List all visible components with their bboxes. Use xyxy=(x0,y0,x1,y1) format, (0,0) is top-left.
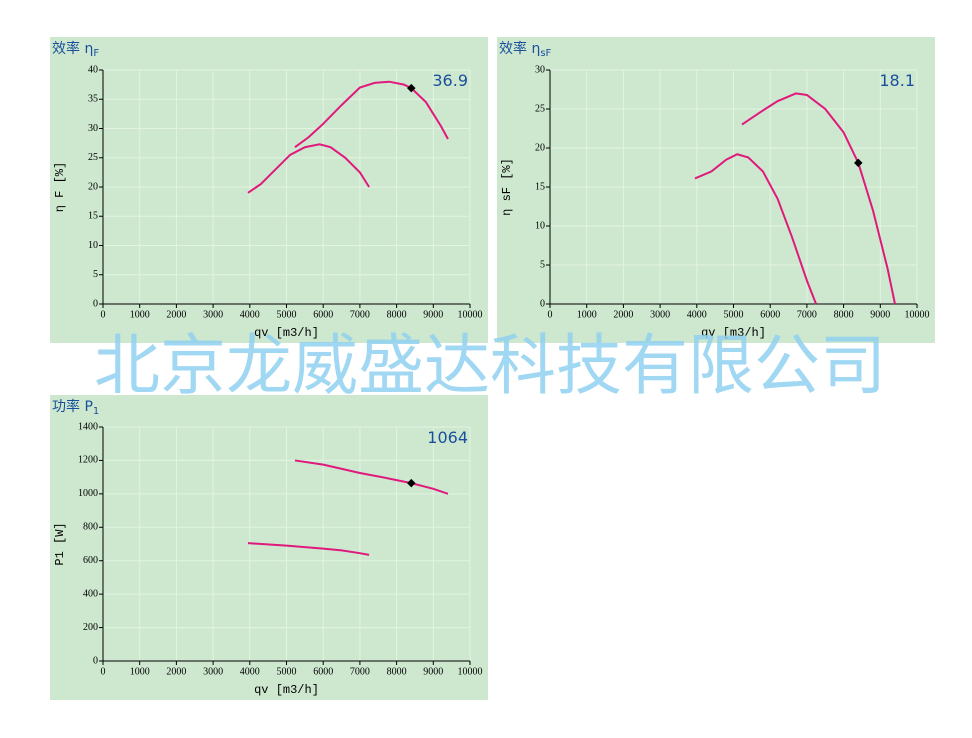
operating-point xyxy=(407,83,416,93)
y-tick-label: 15 xyxy=(88,211,98,222)
y-axis-label: P1 [W] xyxy=(53,522,67,565)
operating-value: 1064 xyxy=(427,428,468,447)
x-tick-label: 0 xyxy=(548,309,553,320)
y-tick-label: 600 xyxy=(83,555,98,566)
operating-point xyxy=(407,478,416,488)
y-tick-label: 25 xyxy=(535,103,545,114)
x-tick-label: 5000 xyxy=(277,309,297,320)
y-tick-label: 20 xyxy=(535,142,545,153)
title-subscript: sF xyxy=(540,48,551,59)
x-tick-label: 9000 xyxy=(870,309,890,320)
x-tick-label: 7000 xyxy=(350,309,370,320)
x-tick-label: 3000 xyxy=(650,309,670,320)
x-tick-label: 1000 xyxy=(130,666,150,677)
x-tick-label: 5000 xyxy=(277,666,297,677)
y-axis-label: η F [%] xyxy=(53,162,67,212)
y-tick-label: 5 xyxy=(93,269,98,280)
line-series xyxy=(294,80,449,149)
y-tick-label: 0 xyxy=(93,655,98,666)
title-subscript: 1 xyxy=(93,406,99,417)
y-tick-label: 30 xyxy=(88,123,98,134)
y-tick-label: 1200 xyxy=(78,455,98,466)
x-tick-label: 4000 xyxy=(687,309,707,320)
x-tick-label: 2000 xyxy=(166,309,186,320)
panel xyxy=(50,37,488,343)
x-tick-label: 8000 xyxy=(387,309,407,320)
line-series xyxy=(247,542,370,556)
x-tick-label: 3000 xyxy=(203,309,223,320)
x-tick-label: 0 xyxy=(101,666,106,677)
y-tick-label: 40 xyxy=(88,64,98,75)
x-tick-label: 6000 xyxy=(760,309,780,320)
y-tick-label: 15 xyxy=(535,181,545,192)
y-tick-label: 10 xyxy=(535,220,545,231)
y-tick-label: 800 xyxy=(83,522,98,533)
x-axis-label: qv [m3/h] xyxy=(701,326,766,340)
x-tick-label: 8000 xyxy=(387,666,407,677)
x-tick-label: 9000 xyxy=(423,666,443,677)
x-axis-label: qv [m3/h] xyxy=(254,326,319,340)
y-tick-label: 200 xyxy=(83,622,98,633)
x-tick-label: 9000 xyxy=(423,309,443,320)
x-tick-label: 2000 xyxy=(613,309,633,320)
y-tick-label: 0 xyxy=(93,298,98,309)
y-axis-label: η sF [%] xyxy=(500,158,514,216)
x-tick-label: 4000 xyxy=(240,309,260,320)
x-tick-label: 10000 xyxy=(458,309,483,320)
line-series xyxy=(741,92,896,305)
y-tick-label: 1400 xyxy=(78,421,98,432)
y-tick-label: 400 xyxy=(83,588,98,599)
x-tick-label: 7000 xyxy=(797,309,817,320)
x-tick-label: 1000 xyxy=(577,309,597,320)
title-subscript: F xyxy=(93,48,99,59)
x-tick-label: 0 xyxy=(101,309,106,320)
x-tick-label: 6000 xyxy=(313,666,333,677)
x-tick-label: 5000 xyxy=(724,309,744,320)
watermark: 北京龙威盛达科技有限公司 xyxy=(94,327,886,404)
y-tick-label: 20 xyxy=(88,181,98,192)
title-text: 功率 P xyxy=(52,398,93,415)
x-tick-label: 4000 xyxy=(240,666,260,677)
x-tick-label: 3000 xyxy=(203,666,223,677)
panel xyxy=(497,37,935,343)
x-tick-label: 6000 xyxy=(313,309,333,320)
panel xyxy=(50,395,488,700)
y-tick-label: 0 xyxy=(540,298,545,309)
title-text: 效率 η xyxy=(52,40,93,57)
chart-title: 功率 P1 xyxy=(52,398,99,417)
y-tick-label: 5 xyxy=(540,259,545,270)
y-tick-label: 35 xyxy=(88,94,98,105)
line-series xyxy=(694,153,818,305)
x-tick-label: 1000 xyxy=(130,309,150,320)
y-tick-label: 30 xyxy=(535,64,545,75)
line-series xyxy=(247,143,370,194)
x-axis-label: qv [m3/h] xyxy=(254,683,319,697)
x-tick-label: 7000 xyxy=(350,666,370,677)
chart-title: 效率 ηsF xyxy=(499,40,552,59)
title-text: 效率 η xyxy=(499,40,540,57)
x-tick-label: 10000 xyxy=(905,309,930,320)
chart-title: 效率 ηF xyxy=(52,40,99,59)
x-tick-label: 8000 xyxy=(834,309,854,320)
operating-value: 18.1 xyxy=(879,71,915,90)
operating-value: 36.9 xyxy=(432,71,468,90)
y-tick-label: 10 xyxy=(88,240,98,251)
y-tick-label: 1000 xyxy=(78,488,98,499)
x-tick-label: 10000 xyxy=(458,666,483,677)
x-tick-label: 2000 xyxy=(166,666,186,677)
y-tick-label: 25 xyxy=(88,152,98,163)
line-series xyxy=(294,459,449,495)
